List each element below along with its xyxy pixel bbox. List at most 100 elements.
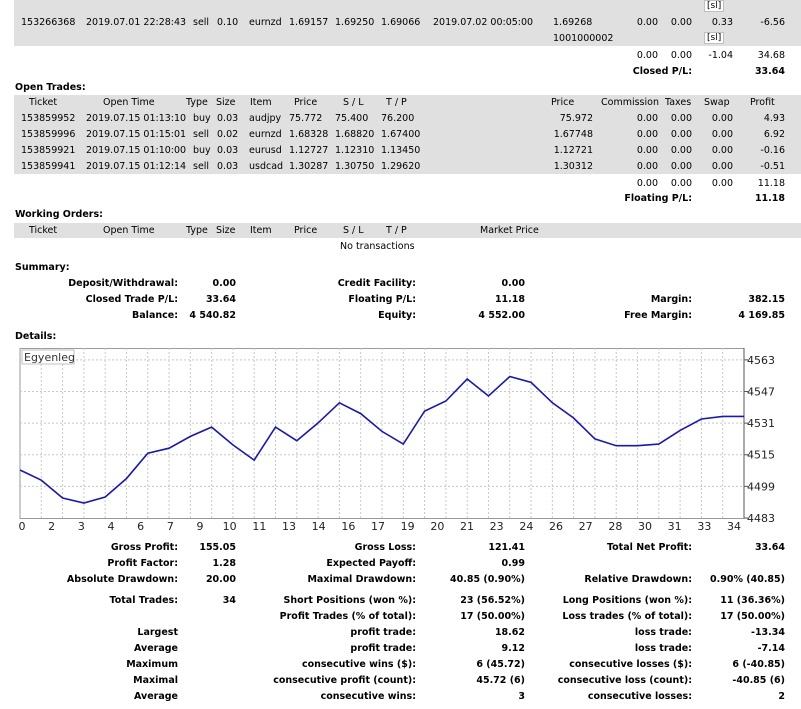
open-trade-swap: 0.00 — [711, 129, 733, 140]
closed-trade-pl-label: Closed Trade P/L: — [85, 294, 178, 305]
open-trades-title: Open Trades: — [15, 82, 86, 93]
x-tick-label: 6 — [137, 520, 144, 533]
maximum-label: Maximum — [126, 659, 178, 670]
no-transactions-text: No transactions — [340, 241, 415, 252]
open-trade-item: audjpy — [249, 113, 282, 124]
loss-trades-label: Loss trades (% of total): — [562, 611, 692, 622]
largest-loss-label: loss trade: — [634, 627, 692, 638]
largest-label: Largest — [137, 627, 178, 638]
open-trade-taxes: 0.00 — [670, 161, 692, 172]
open-trade-sl: 1.12310 — [335, 145, 375, 156]
open-trade-market-price: 1.67748 — [553, 129, 593, 140]
col-commission: Commission — [601, 97, 659, 108]
summary-floating-label: Floating P/L: — [348, 294, 416, 305]
col-ticket: Ticket — [29, 225, 58, 236]
col-price: Price — [294, 225, 318, 236]
closed-size: 0.10 — [217, 17, 239, 28]
open-trade-price: 1.68328 — [289, 129, 329, 140]
balance-series-line — [19, 375, 744, 504]
open-trades-header — [14, 95, 801, 110]
closed-item: eurnzd — [249, 17, 282, 28]
open-trade-price: 1.30287 — [289, 161, 329, 172]
open-trade-profit: -0.51 — [760, 161, 785, 172]
open-trade-open-time: 2019.07.15 01:13:10 — [86, 113, 187, 124]
open-total-profit: 11.18 — [757, 178, 785, 189]
working-orders-title: Working Orders: — [15, 209, 103, 220]
gross-profit-label: Gross Profit: — [110, 542, 178, 553]
open-trade-market-price: 1.12721 — [553, 145, 593, 156]
cons-losses-value: 2 — [778, 691, 785, 702]
closed-commission: 0.00 — [636, 17, 658, 28]
y-tick-label: 4483 — [747, 512, 775, 525]
open-trade-profit: -0.16 — [760, 145, 785, 156]
average-loss-value: -7.14 — [757, 643, 785, 654]
balance-value: 4 540.82 — [189, 310, 236, 321]
open-trade-profit: 6.92 — [763, 129, 785, 140]
col-market-price: Market Price — [480, 225, 539, 236]
col-size: Size — [216, 97, 236, 108]
long-positions-label: Long Positions (won %): — [562, 595, 692, 606]
x-tick-label: 4 — [108, 520, 115, 533]
largest-loss-value: -13.34 — [751, 627, 785, 638]
col-profit: Profit — [750, 97, 775, 108]
x-tick-label: 34 — [727, 520, 741, 533]
y-tick-label: 4547 — [747, 385, 775, 398]
total-trades-label: Total Trades: — [109, 595, 179, 606]
gross-loss-value: 121.41 — [488, 542, 525, 553]
cons-losses-label: consecutive losses: — [587, 691, 692, 702]
open-trade-profit: 4.93 — [763, 113, 785, 124]
open-trade-ticket: 153859996 — [21, 129, 76, 140]
x-tick-label: 20 — [430, 520, 444, 533]
open-trade-type: buy — [193, 145, 211, 156]
col-sl: S / L — [343, 97, 364, 108]
col-open-time: Open Time — [103, 225, 155, 236]
open-trade-size: 0.03 — [217, 113, 239, 124]
x-tick-label: 21 — [460, 520, 474, 533]
profit-trades-label: Profit Trades (% of total): — [279, 611, 416, 622]
open-trade-taxes: 0.00 — [670, 129, 692, 140]
open-trade-ticket: 153859952 — [21, 113, 76, 124]
open-trade-type: sell — [193, 161, 210, 172]
closed-tp: 1.69066 — [381, 17, 421, 28]
max-drawdown-value: 40.85 (0.90%) — [450, 574, 525, 585]
col-type: Type — [186, 97, 208, 108]
closed-total-taxes: 0.00 — [670, 50, 692, 61]
expected-payoff-label: Expected Payoff: — [326, 558, 416, 569]
open-trade-sl: 75.400 — [335, 113, 369, 124]
closed-close-price: 1.69268 — [553, 17, 593, 28]
closed-price: 1.69157 — [289, 17, 329, 28]
maximal-label: Maximal — [133, 675, 178, 686]
open-trade-open-time: 2019.07.15 01:15:01 — [86, 129, 187, 140]
working-orders-header — [14, 223, 801, 238]
col-market-price: Price — [551, 97, 575, 108]
open-trade-ticket: 153859941 — [21, 161, 76, 172]
open-trade-commission: 0.00 — [636, 161, 658, 172]
col-swap: Swap — [704, 97, 730, 108]
cons-wins-label: consecutive wins: — [320, 691, 416, 702]
open-trade-tp: 1.13450 — [381, 145, 421, 156]
summary-title: Summary: — [15, 262, 70, 273]
x-tick-label: 17 — [371, 520, 385, 533]
margin-label: Margin: — [650, 294, 692, 305]
x-tick-label: 0 — [19, 520, 26, 533]
col-taxes: Taxes — [665, 97, 692, 108]
closed-type: sell — [193, 17, 210, 28]
col-ticket: Ticket — [29, 97, 58, 108]
details-title: Details: — [15, 331, 57, 342]
closed-comment: 1001000002 — [553, 33, 614, 44]
equity-label: Equity: — [378, 310, 416, 321]
closed-ticket: 153266368 — [21, 17, 76, 28]
rel-drawdown-value: 0.90% (40.85) — [710, 574, 785, 585]
x-tick-label: 3 — [78, 520, 85, 533]
close-reason-tag: [sl] — [704, 32, 725, 44]
deposit-label: Deposit/Withdrawal: — [68, 278, 178, 289]
open-trade-open-time: 2019.07.15 01:12:14 — [86, 161, 187, 172]
col-item: Item — [250, 97, 272, 108]
long-positions-value: 11 (36.36%) — [720, 595, 785, 606]
x-tick-label: 10 — [223, 520, 237, 533]
gross-loss-label: Gross Loss: — [354, 542, 416, 553]
legend-box — [21, 349, 75, 365]
x-tick-label: 33 — [697, 520, 711, 533]
open-trade-size: 0.03 — [217, 145, 239, 156]
balance-chart: 4483 4499 4515 4531 4547 4563 0 2 3 4 6 7 9 10 11 13 14 1… — [14, 348, 797, 533]
